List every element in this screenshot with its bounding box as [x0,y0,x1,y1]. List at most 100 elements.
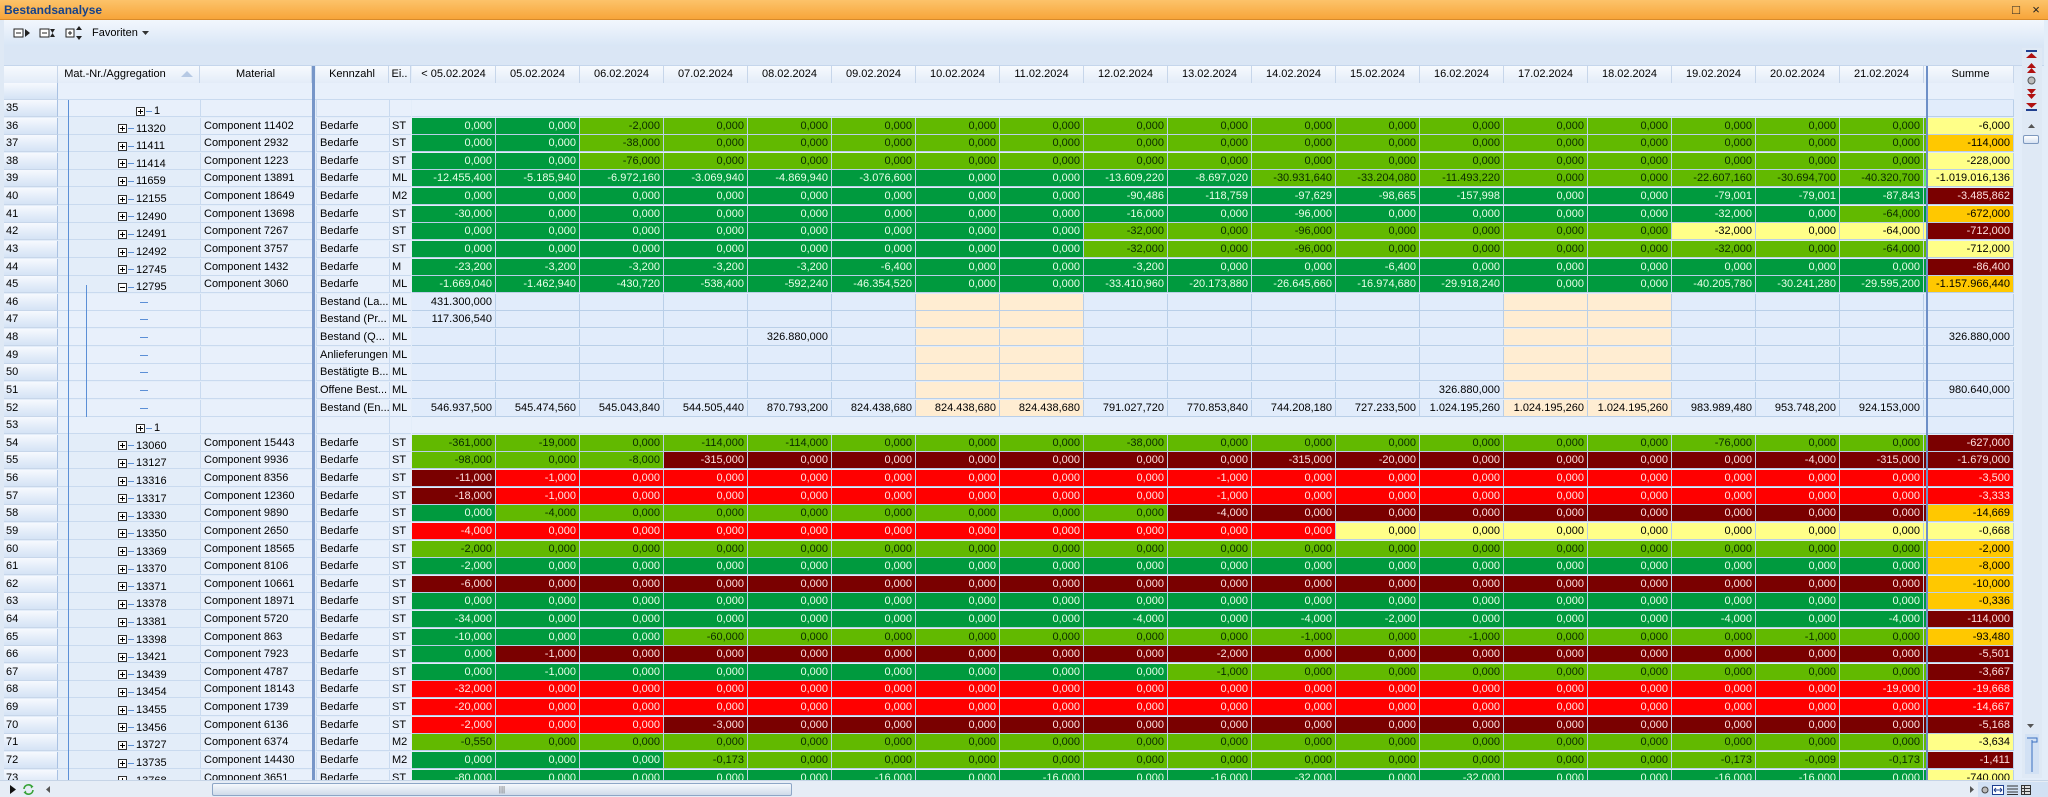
value-cell[interactable]: -315,000 [1252,452,1336,470]
expand-icon[interactable] [118,194,127,204]
value-cell[interactable]: 0,000 [1252,558,1336,576]
row-number[interactable]: 61 [4,558,58,576]
value-cell[interactable]: 545.474,560 [496,399,580,417]
aggregation-cell[interactable] [58,293,200,311]
value-cell[interactable]: 0,000 [1672,593,1756,611]
value-cell[interactable]: -1,000 [496,487,580,505]
value-cell[interactable]: 0,000 [1504,716,1588,734]
expand-icon[interactable] [118,670,127,680]
value-cell[interactable]: 0,000 [1840,117,1924,135]
expand-icon[interactable] [118,265,127,275]
value-cell[interactable]: 0,000 [1588,681,1672,699]
value-cell[interactable]: 0,000 [580,716,664,734]
value-cell[interactable]: 0,000 [1000,152,1084,170]
value-cell[interactable]: 0,000 [832,470,916,488]
value-cell[interactable]: 0,000 [748,152,832,170]
value-cell[interactable] [1000,293,1084,311]
scroll-page-up-button[interactable] [2022,61,2040,74]
value-cell[interactable]: -32,000 [1084,240,1168,258]
expand-icon[interactable] [118,494,127,504]
table-row[interactable]: 66 13421 Component 7923 Bedarfe ST 0,000 -1,00… [4,646,2020,664]
value-cell[interactable]: 0,000 [748,663,832,681]
value-cell[interactable] [832,293,916,311]
value-cell[interactable]: 0,000 [1840,258,1924,276]
value-cell[interactable]: 0,000 [832,540,916,558]
value-cell[interactable]: 0,000 [496,522,580,540]
value-cell[interactable]: 0,000 [580,699,664,717]
value-cell[interactable]: 0,000 [748,734,832,752]
sum-cell[interactable]: -1.019.016,136 [1928,170,2014,188]
value-cell[interactable] [916,329,1000,347]
value-cell[interactable]: 0,000 [1588,276,1672,294]
value-cell[interactable]: -20,000 [1336,452,1420,470]
value-cell[interactable]: -79,001 [1756,188,1840,206]
value-cell[interactable]: -1,000 [1756,628,1840,646]
value-cell[interactable] [748,364,832,382]
col-header-date[interactable]: 12.02.2024 [1084,66,1168,83]
value-cell[interactable]: -4.869,940 [748,170,832,188]
value-cell[interactable]: 0,000 [1000,276,1084,294]
value-cell[interactable]: 0,000 [916,575,1000,593]
value-cell[interactable]: 0,000 [1168,135,1252,153]
value-cell[interactable]: 0,000 [916,540,1000,558]
value-cell[interactable]: 0,000 [1168,628,1252,646]
sum-cell[interactable]: -3,667 [1928,663,2014,681]
row-number[interactable]: 37 [4,135,58,153]
value-cell[interactable]: 0,000 [1504,170,1588,188]
value-cell[interactable]: 0,000 [916,734,1000,752]
value-cell[interactable]: 0,000 [1756,487,1840,505]
value-cell[interactable] [1168,311,1252,329]
value-cell[interactable]: 0,000 [1588,240,1672,258]
value-cell[interactable]: 0,000 [1420,205,1504,223]
value-cell[interactable]: 0,000 [1756,470,1840,488]
value-cell[interactable]: 0,000 [1084,487,1168,505]
value-cell[interactable]: 0,000 [1336,558,1420,576]
value-cell[interactable]: 0,000 [1420,751,1504,769]
value-cell[interactable]: -3,200 [1084,258,1168,276]
value-cell[interactable] [748,311,832,329]
table-row[interactable]: 47 Bestand (Pr... ML 117.306,540 [4,311,2020,329]
value-cell[interactable]: 0,000 [1840,575,1924,593]
value-cell[interactable] [412,346,496,364]
value-cell[interactable]: 0,000 [1420,699,1504,717]
col-header-date[interactable]: 18.02.2024 [1588,66,1672,83]
value-cell[interactable] [1336,293,1420,311]
value-cell[interactable]: 0,000 [664,505,748,523]
value-cell[interactable]: -10,000 [412,628,496,646]
value-cell[interactable]: 0,000 [1756,223,1840,241]
value-cell[interactable]: 0,000 [1336,487,1420,505]
aggregation-cell[interactable]: 13398 [58,628,200,646]
value-cell[interactable]: 0,000 [580,205,664,223]
value-cell[interactable]: 0,000 [916,628,1000,646]
value-cell[interactable]: 0,000 [1504,240,1588,258]
value-cell[interactable]: 0,000 [1588,152,1672,170]
value-cell[interactable]: 0,000 [1840,646,1924,664]
col-header-date[interactable]: 13.02.2024 [1168,66,1252,83]
value-cell[interactable]: 0,000 [832,610,916,628]
value-cell[interactable]: 0,000 [1000,258,1084,276]
value-cell[interactable]: 0,000 [1504,188,1588,206]
value-cell[interactable]: 0,000 [496,575,580,593]
value-cell[interactable]: 0,000 [412,188,496,206]
value-cell[interactable]: 0,000 [1168,734,1252,752]
value-cell[interactable]: 1.024.195,260 [1504,399,1588,417]
row-number[interactable]: 58 [4,505,58,523]
value-cell[interactable] [1756,293,1840,311]
value-cell[interactable]: 0,000 [1504,452,1588,470]
value-cell[interactable] [748,346,832,364]
value-cell[interactable]: 0,000 [1084,769,1168,780]
value-cell[interactable]: 0,000 [1000,646,1084,664]
col-header-date[interactable]: 15.02.2024 [1336,66,1420,83]
value-cell[interactable]: 0,000 [916,646,1000,664]
col-header-date[interactable]: 14.02.2024 [1252,66,1336,83]
value-cell[interactable]: 0,000 [1252,699,1336,717]
value-cell[interactable]: 0,000 [1588,575,1672,593]
value-cell[interactable] [1504,293,1588,311]
row-number[interactable]: 69 [4,699,58,717]
value-cell[interactable] [412,329,496,347]
value-cell[interactable]: 0,000 [916,170,1000,188]
value-cell[interactable]: -19,000 [1840,681,1924,699]
value-cell[interactable]: -98,000 [412,452,496,470]
value-cell[interactable]: -3,200 [664,258,748,276]
value-cell[interactable]: 824.438,680 [916,399,1000,417]
